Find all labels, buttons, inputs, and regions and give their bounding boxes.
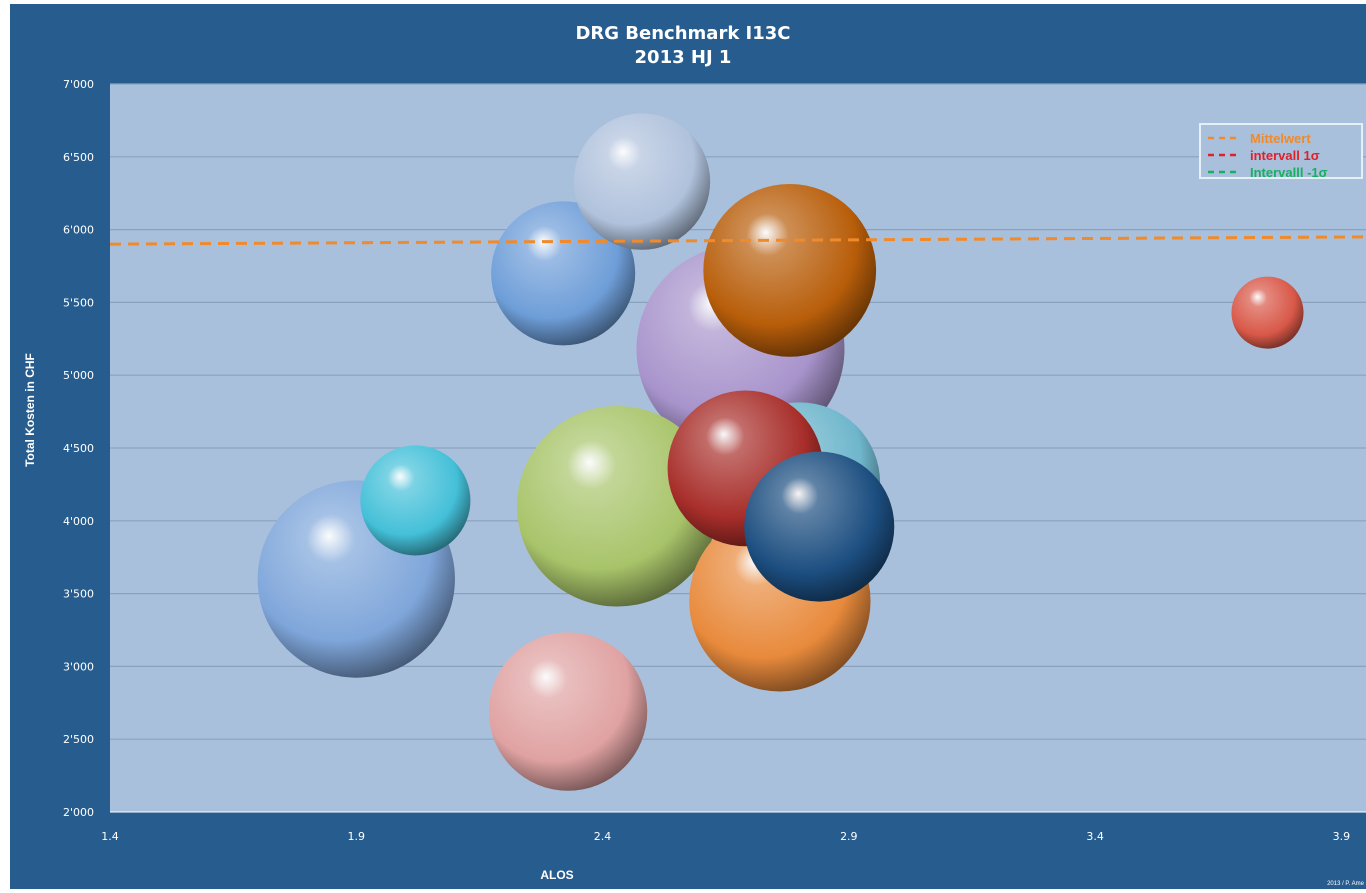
y-tick-label: 2'500 — [63, 733, 94, 746]
y-tick-label: 5'000 — [63, 369, 94, 382]
y-tick-label: 3'500 — [63, 588, 94, 601]
copyright-note: 2013 / P. Ame — [1327, 881, 1364, 887]
y-tick-label: 3'000 — [63, 660, 94, 673]
axis-ticks: 2'000 2'500 3'000 3'500 4'000 4'500 5'000 5'500… — [63, 78, 1350, 843]
y-tick-label: 4'000 — [63, 515, 94, 528]
x-axis-label: ALOS — [540, 868, 574, 882]
bubble — [703, 183, 877, 357]
bubble — [517, 405, 718, 607]
bubble — [488, 632, 648, 791]
reference-lines — [109, 235, 1366, 246]
y-tick-label: 2'000 — [63, 806, 94, 819]
x-tick-label: 2.9 — [840, 830, 858, 843]
bubble — [744, 451, 895, 602]
x-tick-label: 3.4 — [1086, 830, 1104, 843]
chart-title-line-1: DRG Benchmark I13C — [575, 23, 791, 44]
y-tick-label: 6'500 — [63, 151, 94, 164]
y-tick-label: 7'000 — [63, 78, 94, 91]
legend: Mittelwert intervall 1σ Intervalll -1σ — [1199, 123, 1363, 180]
y-tick-label: 5'500 — [63, 296, 94, 309]
bubbles — [257, 113, 1304, 791]
legend-label: Mittelwert — [1250, 131, 1311, 146]
bubble — [360, 445, 471, 556]
legend-label: intervall 1σ — [1250, 148, 1320, 163]
y-tick-label: 6'000 — [63, 224, 94, 237]
legend-box — [1199, 123, 1363, 179]
bubble — [573, 113, 711, 250]
bubble — [1231, 276, 1304, 349]
chart-title-line-2: 2013 HJ 1 — [634, 47, 732, 68]
bubble — [491, 201, 636, 346]
x-tick-label: 1.9 — [348, 830, 366, 843]
y-tick-label: 4'500 — [63, 442, 94, 455]
x-tick-label: 3.9 — [1333, 830, 1351, 843]
mean-line — [109, 235, 1366, 246]
chart-title: DRG Benchmark I13C 2013 HJ 1 — [0, 22, 1366, 70]
legend-label: Intervalll -1σ — [1250, 165, 1328, 180]
y-axis-label: Total Kosten in CHF — [23, 353, 37, 467]
x-tick-label: 1.4 — [101, 830, 119, 843]
x-tick-label: 2.4 — [594, 830, 612, 843]
